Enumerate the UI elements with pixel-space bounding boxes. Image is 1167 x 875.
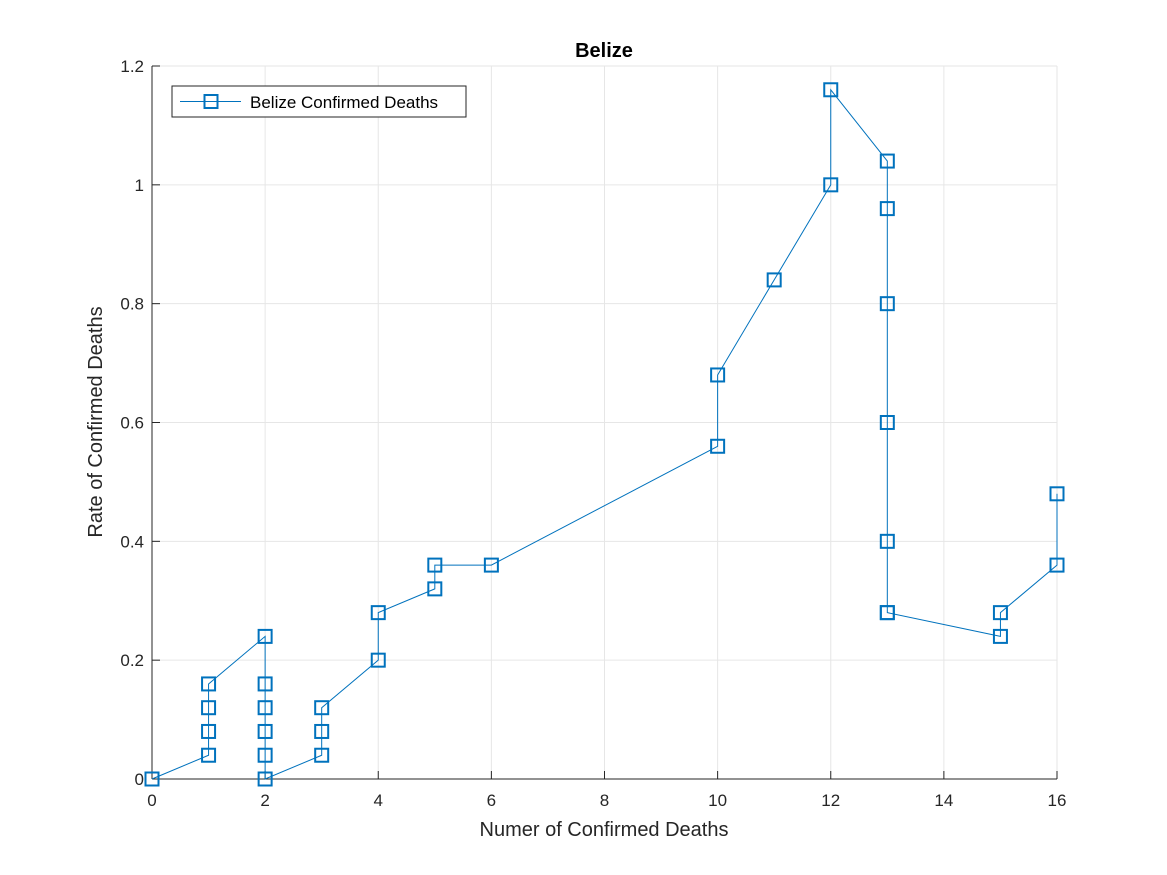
y-tick-label: 0.2 <box>120 651 144 670</box>
chart-title: Belize <box>575 40 633 62</box>
data-point-marker <box>879 533 895 549</box>
data-point-marker <box>201 676 217 692</box>
data-point-marker <box>201 747 217 763</box>
data-point-marker <box>257 700 273 716</box>
x-tick-label: 8 <box>600 791 609 810</box>
data-point-marker <box>766 272 782 288</box>
data-point-marker <box>314 747 330 763</box>
legend-square-marker <box>203 94 219 109</box>
x-tick-label: 0 <box>147 791 156 810</box>
data-point-marker <box>992 628 1008 644</box>
data-point-marker <box>879 415 895 430</box>
legend: Belize Confirmed Deaths <box>171 85 467 118</box>
data-point-marker <box>427 581 443 597</box>
data-point-marker <box>257 723 273 739</box>
x-tick-label: 6 <box>487 791 496 810</box>
data-point-marker <box>1049 486 1065 502</box>
data-point-marker <box>201 723 217 739</box>
data-point-marker <box>201 700 217 716</box>
x-tick-label: 14 <box>934 791 953 810</box>
x-tick-label: 10 <box>708 791 727 810</box>
data-point-marker <box>370 605 386 621</box>
series-line <box>151 88 1058 780</box>
tick-labels: 0 2 4 6 8 10 12 14 16 0 0.2 0.4 0.6 0.8 1 1.2 <box>120 57 1066 810</box>
data-point-marker <box>823 82 839 98</box>
data-point-marker <box>257 676 273 692</box>
data-point-marker <box>1049 557 1065 573</box>
y-tick-label: 1 <box>135 176 144 195</box>
x-tick-label: 12 <box>821 791 840 810</box>
data-point-marker <box>314 723 330 739</box>
data-point-marker <box>144 771 160 787</box>
data-series <box>144 82 1065 787</box>
y-tick-label: 0.8 <box>120 295 144 314</box>
data-point-marker <box>483 557 499 573</box>
data-point-marker <box>710 438 726 454</box>
data-point-marker <box>879 153 895 169</box>
data-point-marker <box>879 605 895 621</box>
data-point-marker <box>257 628 273 644</box>
data-point-marker <box>314 700 330 716</box>
legend-label: Belize Confirmed Deaths <box>250 93 438 112</box>
x-tick-label: 2 <box>260 791 269 810</box>
x-axis-title: Numer of Confirmed Deaths <box>480 819 729 841</box>
y-axis-title: Rate of Confirmed Deaths <box>85 306 107 537</box>
data-point-marker <box>427 557 443 573</box>
y-tick-label: 1.2 <box>120 57 144 76</box>
y-tick-label: 0.4 <box>120 532 144 551</box>
x-tick-label: 4 <box>374 791 383 810</box>
x-tick-label: 16 <box>1048 791 1067 810</box>
data-point-marker <box>992 605 1008 621</box>
data-point-marker <box>257 771 273 787</box>
y-tick-label: 0 <box>135 770 144 789</box>
data-point-marker <box>710 367 726 383</box>
data-point-marker <box>879 201 895 217</box>
y-tick-label: 0.6 <box>120 414 144 433</box>
data-point-marker <box>257 747 273 763</box>
data-point-marker <box>370 652 386 668</box>
data-point-marker <box>879 296 895 312</box>
data-point-marker <box>823 177 839 193</box>
